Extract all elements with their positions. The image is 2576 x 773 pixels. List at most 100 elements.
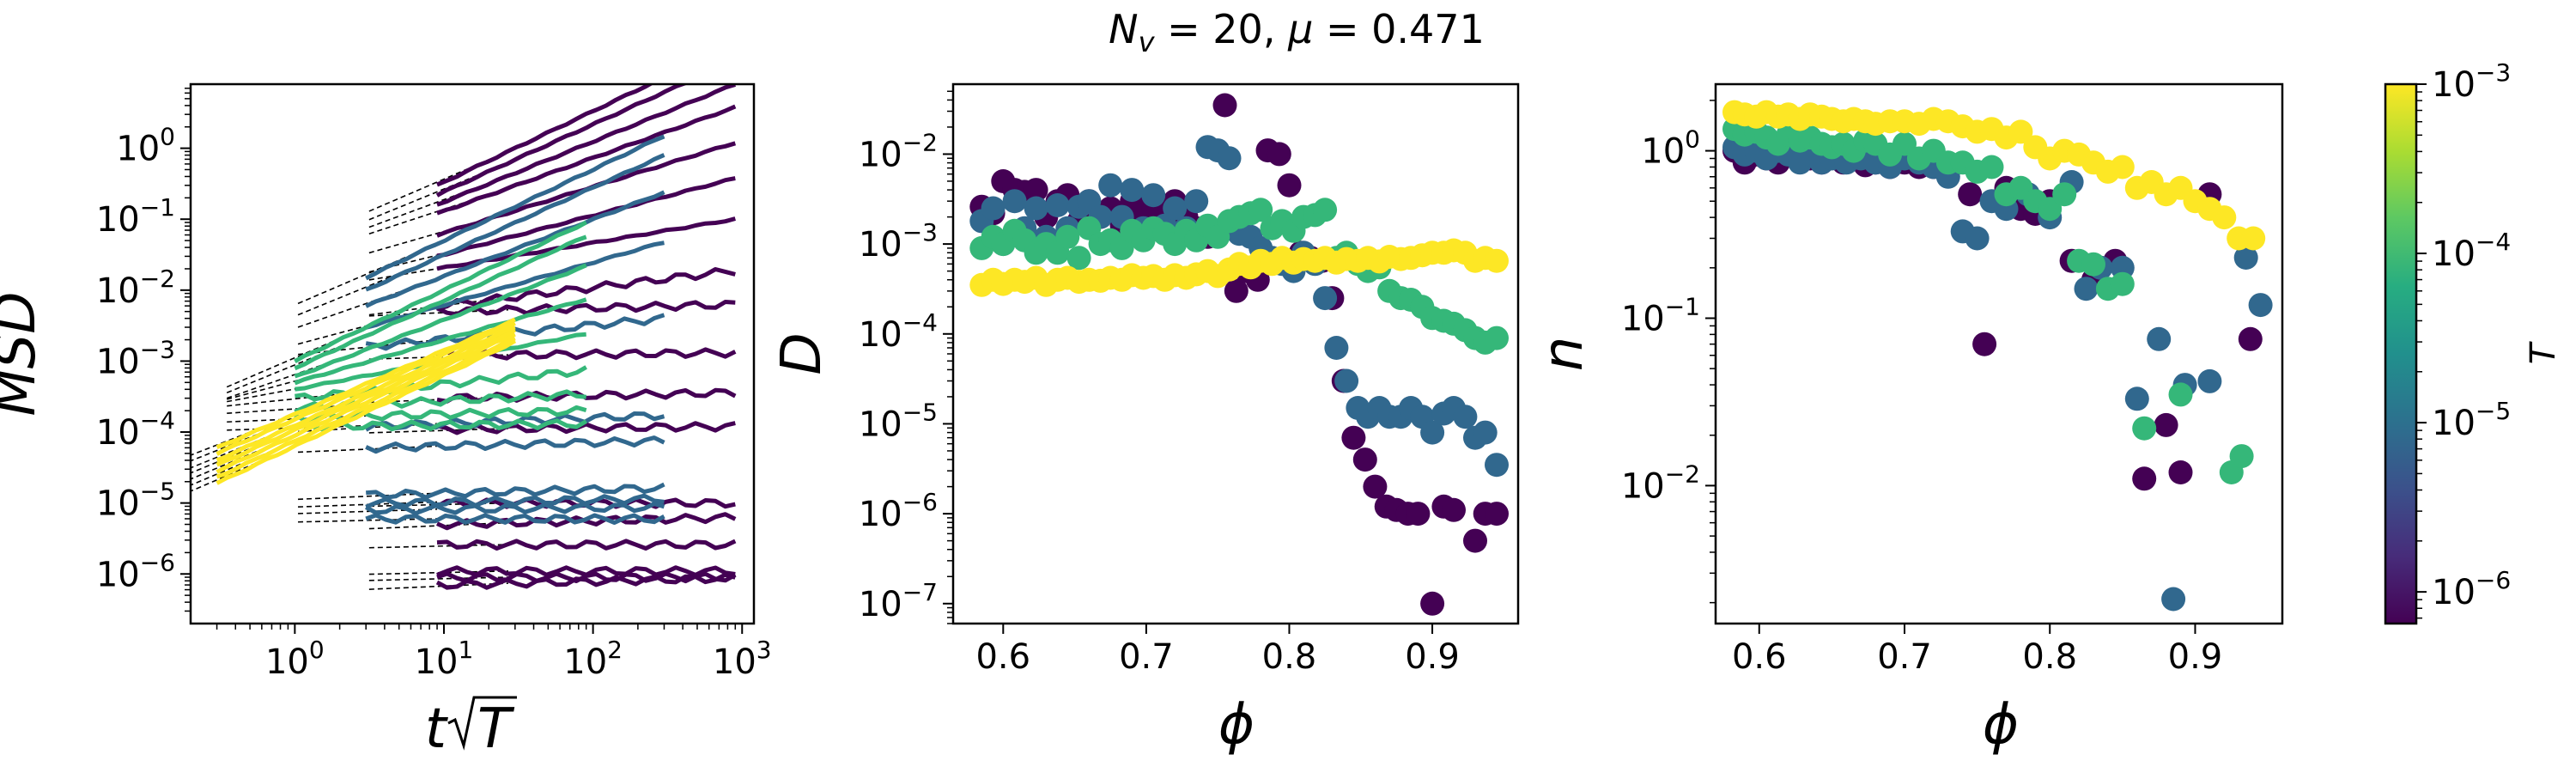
scatter-point (1212, 93, 1237, 118)
scatter-point (1420, 591, 1445, 616)
msd-curve (436, 539, 737, 551)
msd-curve (436, 421, 736, 435)
msd-plot-area (191, 84, 737, 590)
colorbar-label: T (2524, 340, 2563, 364)
scatter-point (2132, 416, 2157, 441)
colorbar-tick-label: 10−5 (2432, 397, 2511, 443)
scatter-point (1224, 278, 1249, 303)
scatter-point (2147, 326, 2172, 351)
y-tick-label-exp: −4 (140, 406, 175, 435)
scatter-point (1024, 178, 1048, 203)
msd-curve (216, 320, 516, 456)
y-tick-label-base: 10 (859, 315, 902, 355)
y-tick-label-exp: −5 (902, 398, 938, 426)
msd-curve (365, 134, 665, 281)
y-tick-label-base: 10 (859, 585, 902, 624)
msd-curve (216, 327, 517, 467)
y-tick-label: 10−4 (859, 308, 938, 355)
msd-xlabel: t T (425, 696, 517, 761)
scatter-point (2081, 252, 2105, 277)
scatter-point (1485, 502, 1509, 526)
msd-fit-line (368, 582, 508, 590)
msd-curve (294, 263, 587, 379)
y-tick-label-base: 10 (96, 484, 140, 524)
msd-group (435, 84, 737, 590)
y-tick-label: 10−1 (1621, 292, 1700, 338)
colorbar-tick-label-exp: −3 (2476, 58, 2511, 87)
y-tick-label-exp: 0 (160, 123, 175, 151)
colorbar-gradient (2384, 82, 2418, 625)
msd-curve (365, 513, 665, 525)
scatter-point (1098, 173, 1123, 198)
msd-curve (365, 493, 665, 509)
scatter-series (969, 238, 1509, 297)
scatter-point (1141, 183, 1166, 208)
y-tick-label-exp: −5 (140, 478, 175, 506)
scatter-point (1184, 189, 1209, 214)
scatter-point (1406, 502, 1431, 526)
scatter-point (1313, 198, 1338, 222)
y-tick-label-base: 10 (859, 225, 902, 265)
x-tick-label: 0.6 (1732, 637, 1787, 677)
y-tick-label-exp: −4 (902, 308, 938, 337)
colorbar-tick-label: 10−3 (2432, 58, 2511, 105)
msd-curve (364, 502, 665, 516)
scatter-point (2110, 271, 2135, 296)
msd-curve (435, 572, 736, 590)
x-tick-label: 0.8 (2022, 637, 2077, 677)
scatter-point (1442, 497, 1466, 522)
figure-suptitle: Nv = 20, μ = 0.471 (1109, 6, 1485, 58)
x-tick-label-exp: 3 (756, 636, 772, 664)
diffusion-plot-area (969, 93, 1509, 616)
msd-curve (216, 332, 516, 474)
x-tick-label-exp: 2 (607, 636, 623, 664)
y-tick-label-base: 10 (116, 130, 160, 169)
scatter-point (1024, 196, 1048, 221)
msd-curve (216, 338, 517, 485)
scatter-point (2008, 119, 2033, 144)
y-tick-label-base: 10 (1621, 299, 1665, 338)
exponent-axes-frame (1714, 82, 2284, 625)
x-tick-label: 100 (265, 636, 325, 682)
scatter-point (2233, 246, 2258, 270)
scatter-point (1485, 326, 1509, 350)
msd-curve (435, 300, 736, 317)
suptitle-end: = 0.471 (1313, 6, 1484, 52)
scatter-point (1972, 332, 1997, 356)
y-tick-label: 10−3 (96, 335, 175, 381)
y-tick-label: 100 (116, 123, 175, 169)
colorbar-tick-label-base: 10 (2432, 573, 2476, 612)
y-tick-label-exp: −3 (140, 335, 175, 363)
colorbar-tick-label: 10−4 (2432, 228, 2511, 274)
diffusion-panel: 0.6 0.7 0.8 0.910−710−610−510−410−310−2 D ϕ (770, 82, 1520, 757)
msd-curve (365, 153, 665, 292)
scatter-point (1341, 425, 1366, 450)
scatter-point (1120, 178, 1145, 203)
scatter-point (1267, 142, 1291, 167)
scatter-point (2124, 386, 2149, 411)
y-tick-label-exp: −6 (140, 548, 175, 576)
exponent-ylabel: n (1532, 337, 1595, 372)
scatter-point (2161, 587, 2186, 612)
exponent-xlabel: ϕ (1983, 693, 2019, 757)
y-tick-label-base: 10 (96, 413, 140, 453)
msd-curve (436, 267, 736, 312)
scatter-point (1420, 420, 1445, 445)
scatter-point (2132, 466, 2157, 491)
scatter-point (1893, 131, 1917, 156)
x-tick-label: 0.7 (1877, 637, 1932, 677)
exponent-plot-area (1722, 100, 2273, 612)
scatter-point (1453, 405, 1478, 429)
msd-group (364, 134, 665, 525)
msd-curve (436, 176, 736, 259)
scatter-point (1066, 246, 1091, 271)
msd-panel: 100 101 102 10310−610−510−410−310−210−1100 … (0, 82, 772, 761)
diffusion-xlabel: ϕ (1218, 693, 1255, 757)
msd-curve (294, 220, 587, 363)
x-tick-label-base: 10 (713, 642, 756, 682)
scatter-point (1055, 224, 1080, 249)
scatter-point (1045, 193, 1070, 217)
y-tick-label: 10−6 (859, 488, 938, 534)
y-tick-label-exp: −1 (1665, 292, 1700, 320)
